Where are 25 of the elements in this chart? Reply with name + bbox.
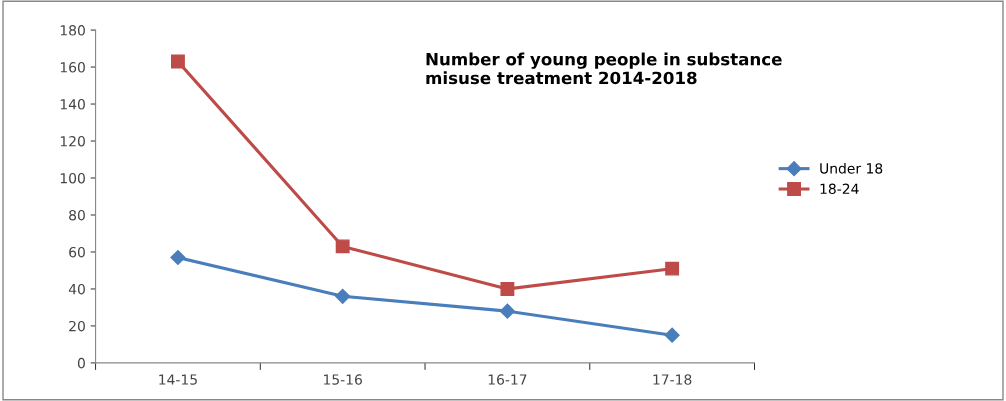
y-tick-label: 120	[60, 135, 85, 147]
point	[170, 54, 185, 69]
y-tick-label: 180	[60, 25, 85, 36]
y-tick-label: 160	[60, 62, 85, 73]
point	[499, 303, 515, 319]
x-tick-label: 14-15	[159, 374, 197, 385]
point	[335, 288, 351, 304]
x-tick-label: 16-17	[488, 374, 527, 385]
point	[664, 327, 680, 343]
y-tick-label: 40	[68, 283, 85, 295]
text: Number of young people in substance misuse treatment 2014-2018	[426, 52, 782, 85]
point	[500, 281, 515, 296]
point	[335, 239, 350, 254]
x-tick-label: 17-18	[653, 374, 692, 385]
point	[665, 261, 680, 276]
point	[170, 249, 186, 266]
x-tick-label: 15-16	[324, 374, 362, 385]
legend-label: Under 18	[820, 162, 883, 174]
y-tick-label: 80	[69, 209, 85, 221]
legend-label: 18-24	[820, 183, 859, 195]
y-tick-label: 20	[69, 320, 85, 332]
y-tick-label: 140	[60, 99, 85, 110]
y-tick-label: 100	[60, 172, 85, 184]
y-tick-label: 60	[69, 246, 85, 258]
y-tick-label: 0	[77, 357, 85, 369]
